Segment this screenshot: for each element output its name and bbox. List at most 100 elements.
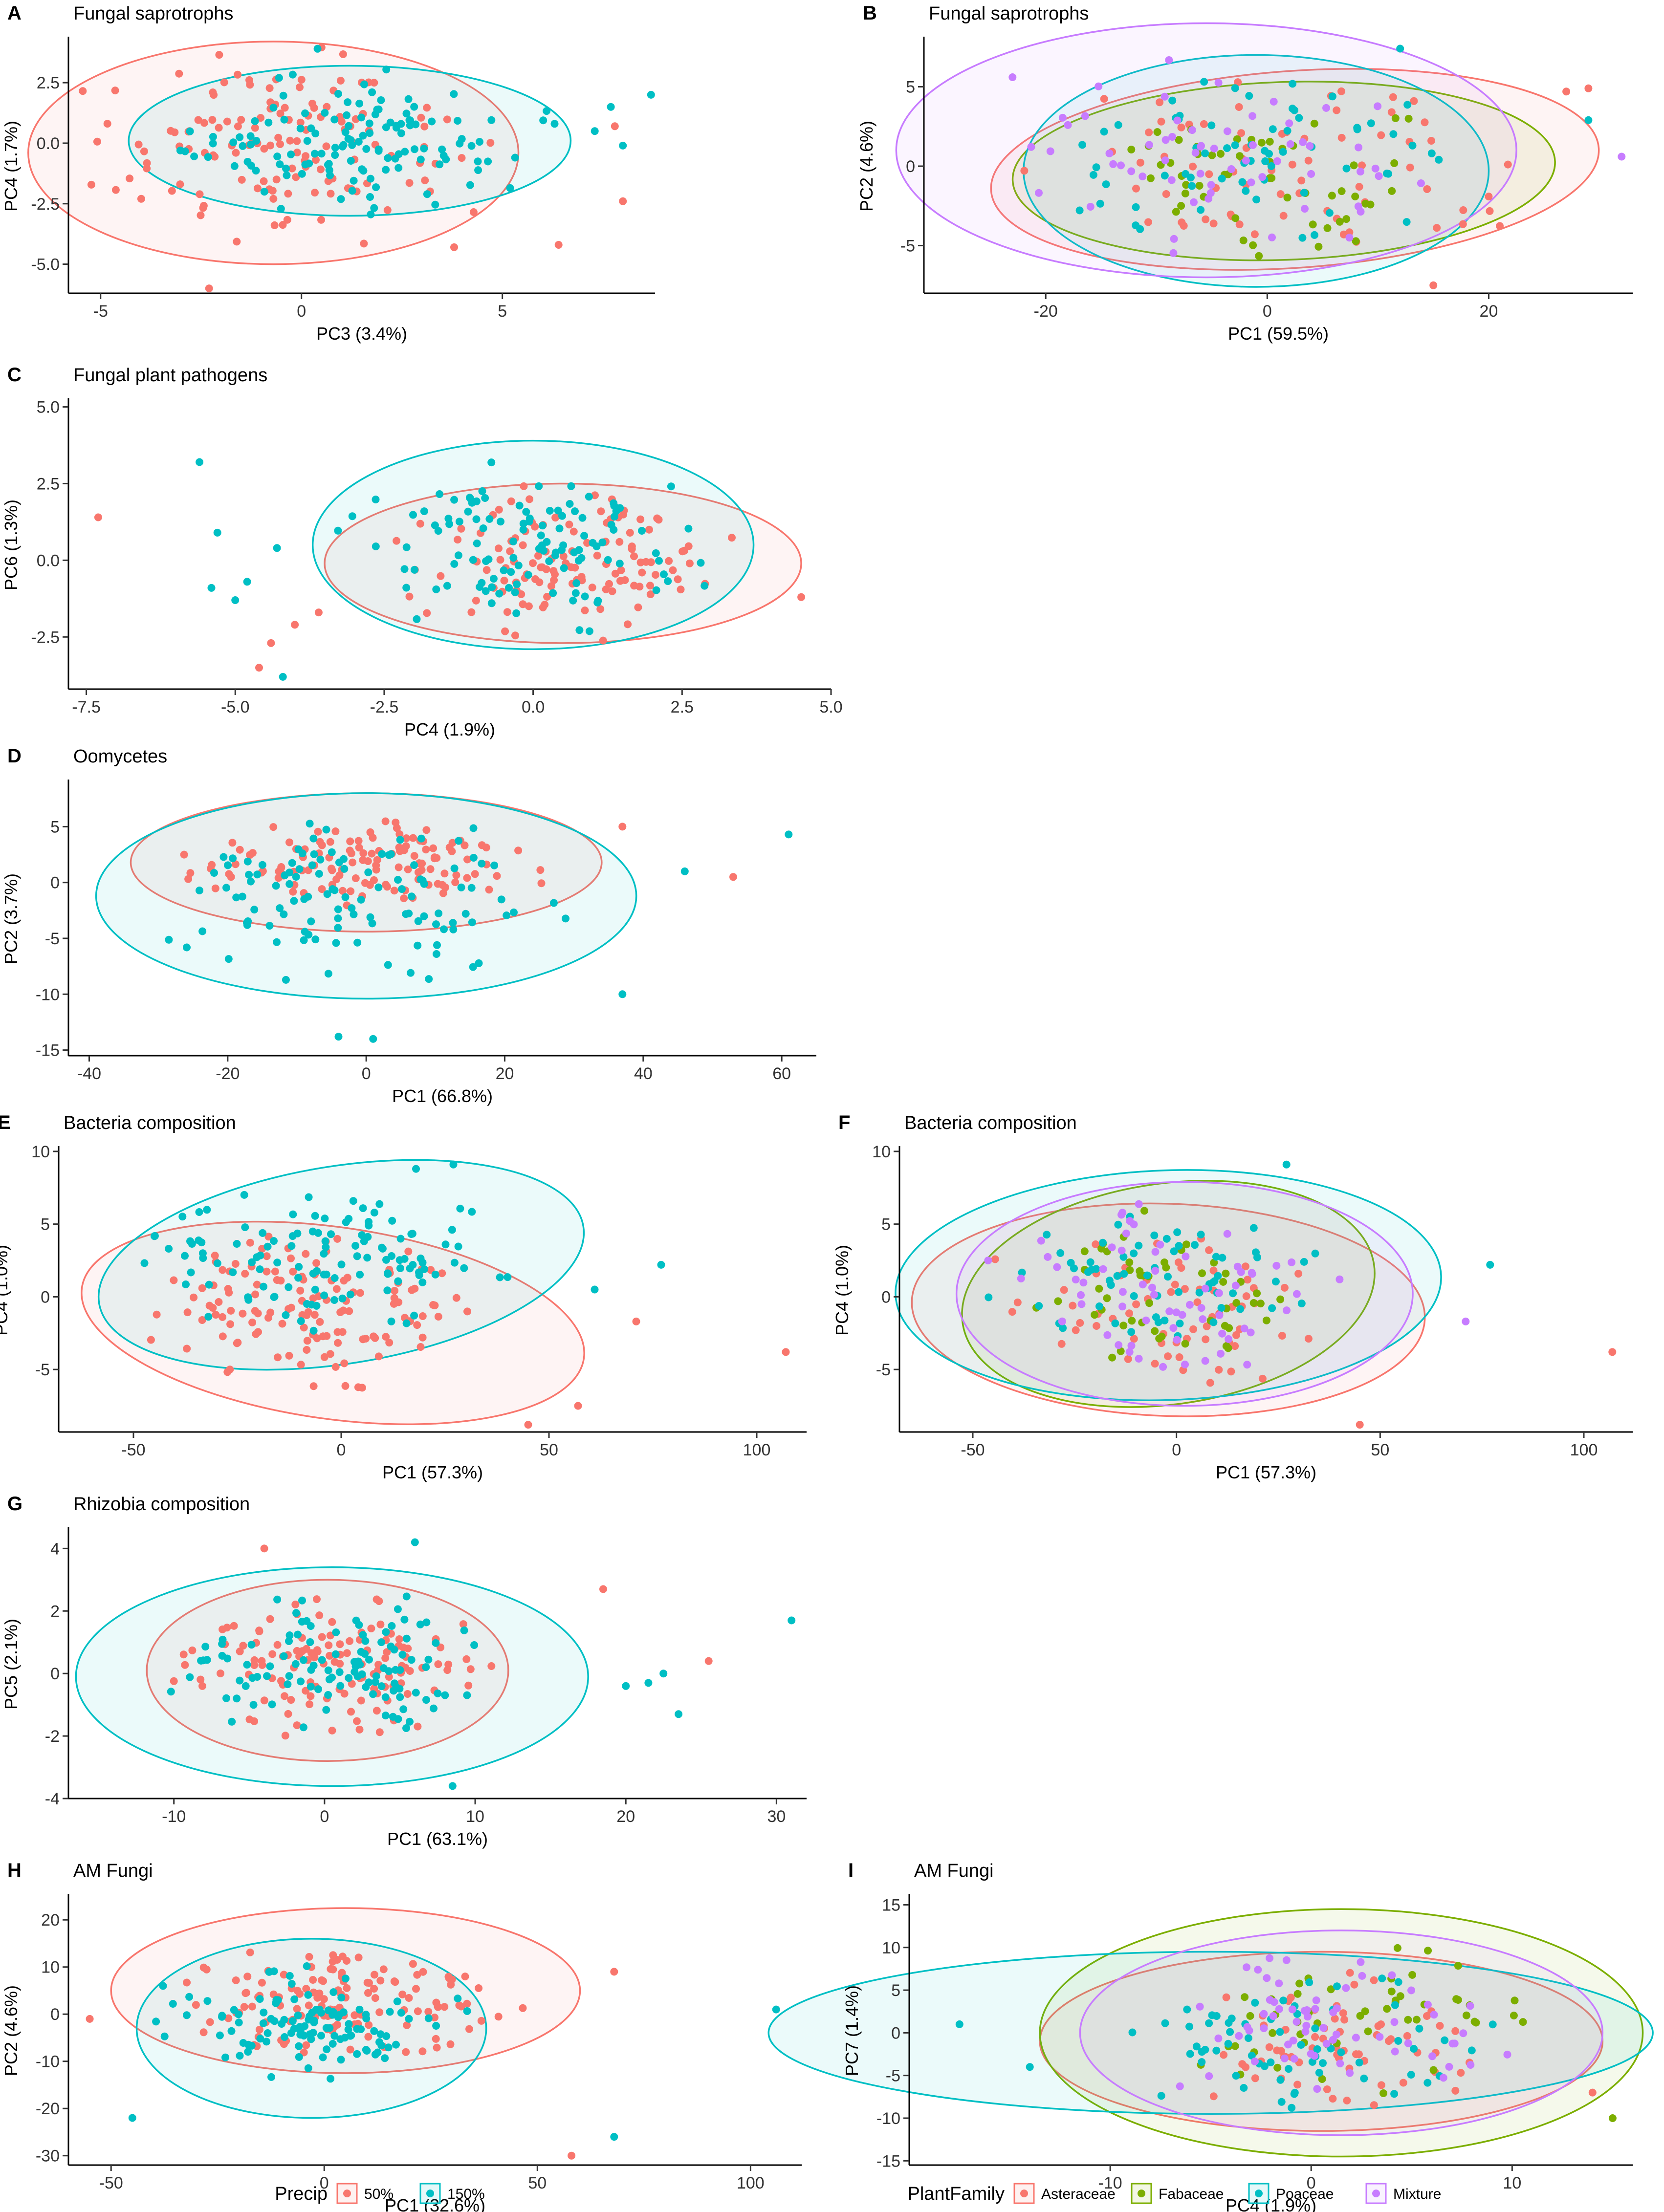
data-point-mixture (1273, 157, 1281, 165)
data-point-150pct (227, 2027, 236, 2035)
data-point-150pct (478, 860, 486, 867)
ellipse-layer (895, 1169, 1442, 1417)
data-point-fabaceae (1145, 1299, 1154, 1307)
data-point-asteraceae (1235, 220, 1244, 229)
data-point-50pct (273, 1276, 281, 1284)
data-point-50pct (296, 1990, 304, 1998)
data-point-50pct (495, 505, 503, 514)
data-point-150pct (377, 2041, 386, 2050)
data-point-150pct (463, 2007, 471, 2015)
y-tick-label: 0.0 (37, 134, 60, 153)
data-point-50pct (463, 855, 471, 864)
data-point-poaceae (1396, 44, 1404, 53)
data-point-poaceae (1210, 1277, 1219, 1285)
data-point-50pct (514, 846, 523, 855)
data-point-poaceae (1231, 84, 1239, 92)
data-point-150pct (487, 116, 496, 124)
data-point-150pct (218, 2012, 226, 2020)
panel-title: Fungal plant pathogens (73, 365, 267, 386)
data-point-150pct (505, 584, 513, 592)
data-point-poaceae (1267, 2058, 1275, 2066)
data-point-150pct (399, 1705, 408, 1713)
data-point-150pct (383, 1286, 392, 1295)
data-point-mixture (1280, 2054, 1289, 2062)
data-point-150pct (359, 131, 367, 140)
data-point-50pct (519, 541, 527, 549)
data-point-asteraceae (1436, 2022, 1444, 2030)
data-point-fabaceae (1128, 1317, 1136, 1325)
data-point-150pct (241, 1682, 250, 1690)
data-point-150pct (186, 127, 194, 135)
data-point-50pct (475, 1984, 483, 1992)
data-point-50pct (402, 834, 411, 843)
data-point-50pct (300, 1323, 308, 1332)
data-point-50pct (374, 1352, 383, 1361)
data-point-fabaceae (1424, 1947, 1432, 1955)
data-point-poaceae (1096, 199, 1104, 208)
data-point-50pct (638, 568, 646, 577)
x-axis-title: PC1 (63.1%) (387, 1829, 488, 1849)
confidence-ellipse-50pct (81, 1220, 585, 1426)
data-point-150pct (378, 850, 386, 858)
data-point-150pct (344, 98, 352, 107)
data-point-150pct (256, 2035, 264, 2043)
data-point-mixture (1168, 133, 1177, 141)
panel-title: AM Fungi (914, 1861, 994, 1881)
y-tick-label: -20 (36, 2100, 60, 2118)
data-point-150pct (324, 970, 332, 978)
data-point-mixture (1354, 202, 1362, 211)
data-point-50pct (390, 1977, 398, 1985)
data-point-poaceae (1489, 2020, 1497, 2029)
data-point-asteraceae (1177, 1264, 1185, 1272)
data-point-50pct (346, 837, 354, 846)
data-point-150pct (356, 1271, 364, 1279)
data-point-150pct (386, 118, 394, 127)
data-point-mixture (1064, 121, 1072, 129)
data-point-50pct (311, 189, 319, 197)
data-point-150pct (182, 1280, 190, 1288)
x-tick-label: -10 (1098, 2174, 1122, 2192)
data-point-fabaceae (1222, 1342, 1230, 1350)
data-point-150pct (652, 549, 660, 557)
data-point-50pct (211, 152, 219, 161)
data-point-150pct (347, 157, 355, 165)
data-point-mixture (1302, 2021, 1311, 2030)
data-point-50pct (269, 195, 278, 203)
data-point-150pct (365, 1655, 373, 1664)
data-point-50pct (464, 1681, 473, 1690)
data-point-mixture (1058, 1317, 1066, 1325)
data-point-50pct (434, 1660, 442, 1669)
data-point-150pct (436, 490, 444, 498)
y-tick-label: 0 (50, 1665, 60, 1683)
data-point-150pct (511, 153, 519, 162)
data-point-150pct (381, 1712, 390, 1720)
data-point-50pct (487, 1662, 496, 1670)
data-point-150pct (431, 200, 439, 209)
data-point-mixture (1196, 170, 1204, 178)
data-point-150pct (358, 165, 366, 173)
data-point-150pct (455, 518, 463, 526)
data-point-poaceae (1390, 2090, 1399, 2098)
data-point-150pct (785, 830, 793, 839)
data-point-150pct (354, 138, 363, 146)
data-point-poaceae (1311, 2024, 1319, 2033)
data-point-poaceae (1086, 1258, 1095, 1266)
data-point-150pct (320, 1270, 328, 1279)
data-point-150pct (438, 145, 446, 153)
data-point-mixture (1404, 2039, 1412, 2047)
data-point-150pct (675, 1710, 683, 1718)
y-tick-label: -15 (876, 2152, 900, 2170)
data-point-50pct (323, 103, 331, 111)
data-point-50pct (367, 1625, 375, 1632)
y-tick-label: 5 (881, 1215, 891, 1234)
data-point-50pct (281, 1732, 289, 1740)
data-point-50pct (79, 87, 87, 95)
data-point-50pct (450, 243, 458, 251)
data-point-150pct (324, 1691, 332, 1699)
data-point-fabaceae (1172, 208, 1180, 216)
data-point-50pct (444, 1973, 453, 1981)
data-point-asteraceae (1237, 129, 1246, 137)
